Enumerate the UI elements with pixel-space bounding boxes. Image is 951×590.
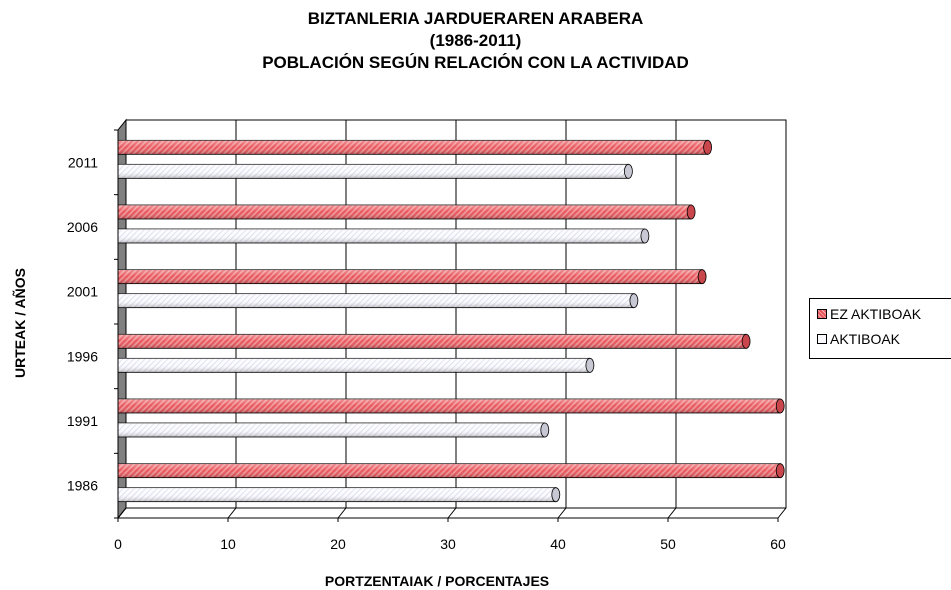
title-line-2: (1986-2011)	[429, 31, 522, 50]
legend-item-ak: AKTIBOAK	[817, 331, 900, 347]
bar-shade-ez-1986	[118, 463, 781, 478]
gridline-floor-60	[777, 507, 787, 519]
x-tick-label-50: 50	[660, 536, 676, 552]
bar-shade-ak-2001	[118, 293, 634, 308]
x-tick-label-0: 0	[114, 536, 122, 552]
y-tick-label-2006: 2006	[67, 219, 98, 235]
bar-shade-ak-2006	[118, 229, 645, 243]
bar-cap-ez-1986	[775, 463, 785, 479]
legend-swatch-ez	[817, 309, 827, 319]
legend: EZ AKTIBOAK AKTIBOAK	[809, 298, 951, 359]
bar-cap-ak-2006	[640, 228, 650, 244]
chart-side-wall	[117, 118, 127, 520]
gridline-floor-0	[117, 507, 127, 519]
title-line-1: BIZTANLERIA JARDUERAREN ARABERA	[307, 9, 644, 28]
chart-gridlines	[117, 120, 787, 519]
y-tick-label-1991: 1991	[67, 413, 98, 429]
y-tick-label-2011: 2011	[68, 154, 98, 170]
bar-shade-ez-2006	[118, 205, 692, 219]
legend-label-ak: AKTIBOAK	[830, 331, 901, 347]
gridline-floor-50	[667, 507, 677, 519]
gridline-floor-40	[557, 507, 567, 519]
x-tick-label-10: 10	[220, 536, 236, 552]
bar-cap-ak-2011	[624, 163, 633, 179]
bar-cap-ak-1991	[540, 422, 550, 438]
x-tick-label-30: 30	[440, 536, 456, 552]
bar-cap-ez-1991	[775, 398, 785, 414]
chart-title: BIZTANLERIA JARDUERAREN ARABERA (1986-20…	[0, 8, 951, 74]
bar-cap-ak-2001	[629, 293, 639, 309]
chart-axes: 0 10 20 30 40 50 60 1986 1991 1996 2001 2006 2011	[67, 129, 786, 552]
bar-shade-ez-1991	[118, 399, 781, 413]
y-tick-label-2001: 2001	[67, 284, 98, 300]
bar-shade-ak-2011	[118, 164, 629, 179]
bar-shade-ez-2011	[118, 140, 708, 155]
bar-shade-ak-1986	[118, 487, 556, 502]
x-tick-label-60: 60	[770, 536, 786, 552]
chart-bars	[117, 139, 785, 503]
bar-cap-ez-2001	[697, 269, 707, 285]
bar-cap-ak-1986	[551, 487, 561, 503]
legend-label-ez: EZ AKTIBOAK	[830, 306, 922, 322]
chart-back-wall	[117, 118, 787, 520]
gridline-floor-10	[227, 507, 237, 519]
bar-cap-ez-2011	[703, 139, 712, 155]
x-axis-label: PORTZENTAIAK / PORCENTAJES	[325, 573, 549, 589]
y-tick-label-1986: 1986	[67, 478, 98, 494]
bar-shade-ez-2001	[118, 269, 703, 284]
x-tick-label-20: 20	[330, 536, 346, 552]
bar-shade-ez-1996	[118, 334, 747, 349]
bar-cap-ez-1996	[741, 333, 751, 349]
y-tick-label-1996: 1996	[67, 348, 98, 364]
bar-shade-ak-1996	[118, 358, 590, 373]
gridline-floor-20	[337, 507, 347, 519]
x-tick-label-40: 40	[550, 536, 566, 552]
gridline-floor-30	[447, 507, 457, 519]
bar-shade-ak-1991	[118, 423, 545, 437]
bar-cap-ak-1996	[585, 357, 595, 373]
y-axis-label: URTEAK / AÑOS	[11, 268, 28, 378]
legend-swatch-ak	[817, 334, 827, 344]
bar-cap-ez-2006	[686, 204, 696, 220]
legend-item-ez: EZ AKTIBOAK	[817, 306, 921, 322]
title-line-3: POBLACIÓN SEGÚN RELACIÓN CON LA ACTIVIDA…	[262, 53, 689, 72]
